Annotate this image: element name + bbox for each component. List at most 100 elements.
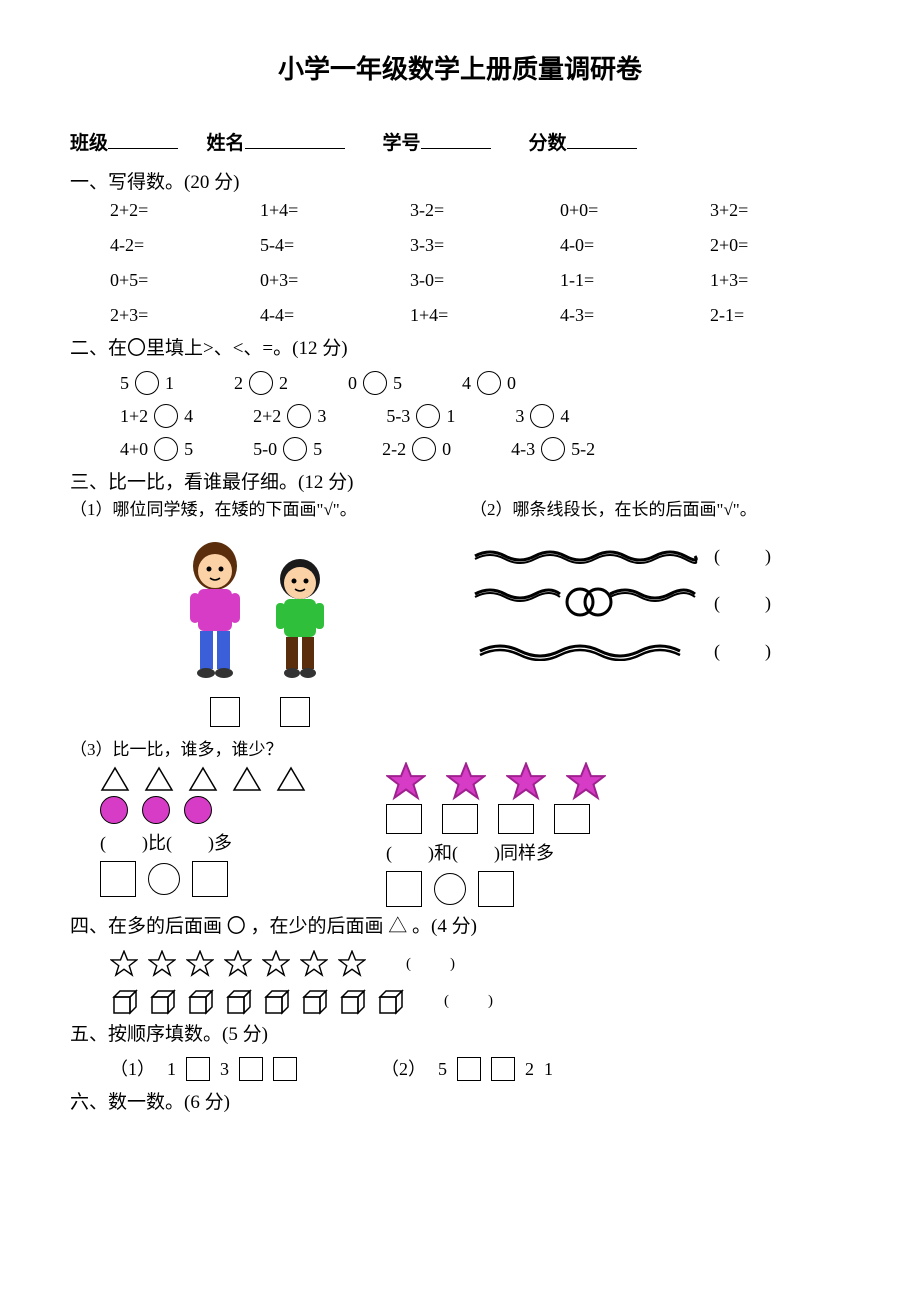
comp-circle-blank[interactable]	[363, 371, 387, 395]
class-blank[interactable]	[108, 129, 178, 149]
cube-icon	[262, 986, 290, 1015]
comp-circle-blank[interactable]	[249, 371, 273, 395]
comp-row: 1+242+235-3134	[120, 403, 850, 430]
comp-circle-blank[interactable]	[477, 371, 501, 395]
comp-right: 5	[313, 436, 322, 463]
cube-icon	[300, 986, 328, 1015]
comp-item: 40	[462, 370, 516, 397]
comp-item: 22	[234, 370, 288, 397]
comp-circle-blank[interactable]	[416, 404, 440, 428]
calc-item: 0+3=	[260, 267, 400, 294]
seq-blank-box[interactable]	[457, 1057, 481, 1081]
triangle-icon	[100, 766, 130, 792]
class-label: 班级	[70, 133, 108, 154]
comp-circle-blank[interactable]	[541, 437, 565, 461]
comp-circle-blank[interactable]	[154, 404, 178, 428]
q4-star-paren[interactable]: ( )	[406, 953, 458, 976]
rope-2	[470, 584, 700, 624]
info-row: 班级 姓名 学号 分数	[70, 129, 850, 159]
seq-number: 3	[220, 1056, 229, 1083]
comp-right: 5	[184, 436, 193, 463]
q1-head: 一、写得数。(20 分)	[70, 169, 850, 198]
star-answer-box[interactable]	[442, 804, 478, 834]
seq-number: 1	[544, 1056, 553, 1083]
outline-star-icon	[224, 950, 252, 979]
calc-item: 1+3=	[710, 267, 850, 294]
seq-number: 2	[525, 1056, 534, 1083]
kid1-answer-box[interactable]	[210, 697, 240, 727]
star-icon	[446, 762, 486, 802]
seq-number: 5	[438, 1056, 447, 1083]
comp-left: 0	[348, 370, 357, 397]
comp-right: 0	[442, 436, 451, 463]
comp-circle-blank[interactable]	[412, 437, 436, 461]
kid-2	[276, 559, 324, 678]
id-blank[interactable]	[421, 129, 491, 149]
rope1-paren[interactable]: ( )	[714, 543, 774, 570]
comp-circle-blank[interactable]	[154, 437, 178, 461]
right-ans-box-2[interactable]	[478, 871, 514, 907]
cube-icon	[148, 986, 176, 1015]
cube-icon	[376, 986, 404, 1015]
section-2: 二、在〇里填上>、<、=。(12 分) 512205401+242+235-31…	[70, 335, 850, 463]
right-ans-box-1[interactable]	[386, 871, 422, 907]
star-box-row	[386, 804, 606, 834]
outline-star-icon	[110, 950, 138, 979]
score-blank[interactable]	[567, 129, 637, 149]
left-ans-circle[interactable]	[148, 863, 180, 895]
rope-3	[470, 641, 700, 661]
comp-item: 4+05	[120, 436, 193, 463]
section-1: 一、写得数。(20 分) 2+2=1+4=3-2=0+0=3+2=4-2=5-4…	[70, 169, 850, 330]
star-row	[386, 762, 606, 802]
comp-right: 4	[184, 403, 193, 430]
comp-left: 5-0	[253, 436, 277, 463]
calc-item: 3-2=	[410, 197, 550, 224]
q2-head: 二、在〇里填上>、<、=。(12 分)	[70, 335, 850, 364]
comp-left: 2-2	[382, 436, 406, 463]
star-icon	[566, 762, 606, 802]
seq-blank-box[interactable]	[491, 1057, 515, 1081]
comp-right: 0	[507, 370, 516, 397]
comp-left: 3	[515, 403, 524, 430]
left-ans-box-1[interactable]	[100, 861, 136, 897]
outline-star-icon	[148, 950, 176, 979]
calc-item: 1-1=	[560, 267, 700, 294]
comp-circle-blank[interactable]	[135, 371, 159, 395]
page-title: 小学一年级数学上册质量调研卷	[70, 50, 850, 89]
q4-head: 四、在多的后面画 〇 ，在少的后面画 △ 。(4 分)	[70, 913, 850, 942]
comp-circle-blank[interactable]	[283, 437, 307, 461]
rope3-paren[interactable]: ( )	[714, 638, 774, 665]
circle-icon	[184, 796, 212, 824]
comp-left: 5-3	[386, 403, 410, 430]
q4-cube-paren[interactable]: ( )	[444, 990, 496, 1013]
seq-blank-box[interactable]	[186, 1057, 210, 1081]
circle-icon	[142, 796, 170, 824]
name-blank[interactable]	[245, 129, 345, 149]
kid2-answer-box[interactable]	[280, 697, 310, 727]
q4-star-row: ( )	[110, 950, 850, 979]
q3-right-compare: ( )和( )同样多	[386, 762, 606, 907]
comp-item: 05	[348, 370, 402, 397]
q4-cube-row: ( )	[110, 986, 850, 1015]
section-3: 三、比一比，看谁最仔细。(12 分) （1）哪位同学矮，在矮的下面画"√"。 （…	[70, 469, 850, 908]
left-ans-box-2[interactable]	[192, 861, 228, 897]
comp-circle-blank[interactable]	[530, 404, 554, 428]
seq-blank-box[interactable]	[273, 1057, 297, 1081]
comp-circle-blank[interactable]	[287, 404, 311, 428]
comp-left: 4	[462, 370, 471, 397]
comp-left: 2+2	[253, 403, 281, 430]
seq1: 13	[167, 1056, 297, 1083]
star-answer-box[interactable]	[386, 804, 422, 834]
seq-number: 1	[167, 1056, 176, 1083]
outline-star-icon	[262, 950, 290, 979]
calc-item: 4-4=	[260, 302, 400, 329]
right-ans-circle[interactable]	[434, 873, 466, 905]
star-answer-box[interactable]	[498, 804, 534, 834]
comp-right: 5-2	[571, 436, 595, 463]
q3-p1-text: （1）哪位同学矮，在矮的下面画"√"。	[70, 497, 450, 523]
comp-item: 4-35-2	[511, 436, 595, 463]
star-answer-box[interactable]	[554, 804, 590, 834]
circle-icon	[100, 796, 128, 824]
seq-blank-box[interactable]	[239, 1057, 263, 1081]
rope2-paren[interactable]: ( )	[714, 590, 774, 617]
